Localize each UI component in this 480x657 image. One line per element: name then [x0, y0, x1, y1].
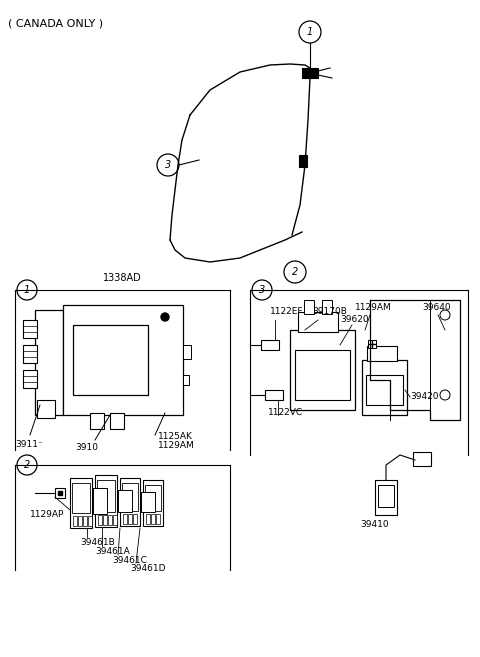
Bar: [110, 413, 124, 429]
Bar: [322, 300, 332, 314]
Bar: [55, 488, 65, 498]
Bar: [413, 452, 431, 466]
Bar: [95, 475, 117, 527]
Bar: [295, 350, 350, 400]
Text: 2: 2: [24, 460, 30, 470]
Bar: [23, 370, 37, 388]
Text: 39461A: 39461A: [95, 547, 130, 556]
Text: 1129AM: 1129AM: [355, 303, 392, 312]
Bar: [362, 360, 407, 415]
Bar: [98, 515, 102, 525]
Bar: [298, 312, 338, 332]
Bar: [72, 483, 90, 513]
Bar: [128, 514, 132, 524]
Bar: [97, 480, 115, 512]
Bar: [366, 375, 403, 405]
Bar: [23, 345, 37, 363]
Bar: [73, 516, 77, 526]
Bar: [302, 68, 318, 78]
Bar: [120, 478, 140, 526]
Text: 1122VC: 1122VC: [268, 408, 303, 417]
Text: 1122EF: 1122EF: [270, 307, 303, 316]
Bar: [78, 516, 82, 526]
Text: 39461C: 39461C: [112, 556, 147, 565]
Circle shape: [161, 313, 169, 321]
Text: 39170B: 39170B: [312, 307, 347, 316]
Text: 1129AP: 1129AP: [30, 510, 64, 519]
Bar: [23, 320, 37, 338]
Text: 3: 3: [165, 160, 171, 170]
Bar: [375, 480, 397, 515]
Bar: [367, 346, 397, 361]
Bar: [299, 155, 307, 167]
Text: ( CANADA ONLY ): ( CANADA ONLY ): [8, 18, 103, 28]
Bar: [143, 480, 163, 526]
Bar: [183, 375, 189, 385]
Bar: [133, 514, 137, 524]
Bar: [290, 330, 355, 410]
Text: 39640: 39640: [422, 303, 451, 312]
Bar: [156, 514, 160, 524]
Bar: [261, 340, 279, 350]
Bar: [122, 483, 138, 511]
Text: 39461D: 39461D: [130, 564, 166, 573]
Text: 3: 3: [259, 285, 265, 295]
Bar: [93, 488, 107, 514]
Bar: [35, 310, 63, 415]
Bar: [70, 478, 92, 528]
Bar: [103, 515, 107, 525]
Bar: [108, 515, 112, 525]
Bar: [88, 516, 92, 526]
Text: 39420: 39420: [410, 392, 439, 401]
Bar: [90, 413, 104, 429]
Bar: [73, 325, 148, 395]
Bar: [63, 305, 183, 415]
Bar: [145, 485, 161, 511]
Text: 1338AD: 1338AD: [103, 273, 142, 283]
Bar: [368, 340, 376, 348]
Bar: [146, 514, 150, 524]
Text: 3911⁻: 3911⁻: [15, 440, 43, 449]
Bar: [378, 485, 394, 507]
Bar: [183, 345, 191, 359]
Bar: [141, 492, 155, 512]
Bar: [151, 514, 155, 524]
Text: 1129AM: 1129AM: [158, 441, 195, 450]
Bar: [113, 515, 117, 525]
Bar: [37, 400, 55, 418]
Text: 1: 1: [24, 285, 30, 295]
Bar: [123, 514, 127, 524]
Text: 3910: 3910: [75, 443, 98, 452]
Bar: [118, 490, 132, 512]
Bar: [304, 300, 314, 314]
Text: 39620: 39620: [340, 315, 369, 324]
Text: 39410: 39410: [360, 520, 389, 529]
Text: 1125AK: 1125AK: [158, 432, 193, 441]
Text: 1: 1: [307, 27, 313, 37]
Text: 39461B: 39461B: [80, 538, 115, 547]
Bar: [265, 390, 283, 400]
Text: 2: 2: [292, 267, 298, 277]
Bar: [83, 516, 87, 526]
